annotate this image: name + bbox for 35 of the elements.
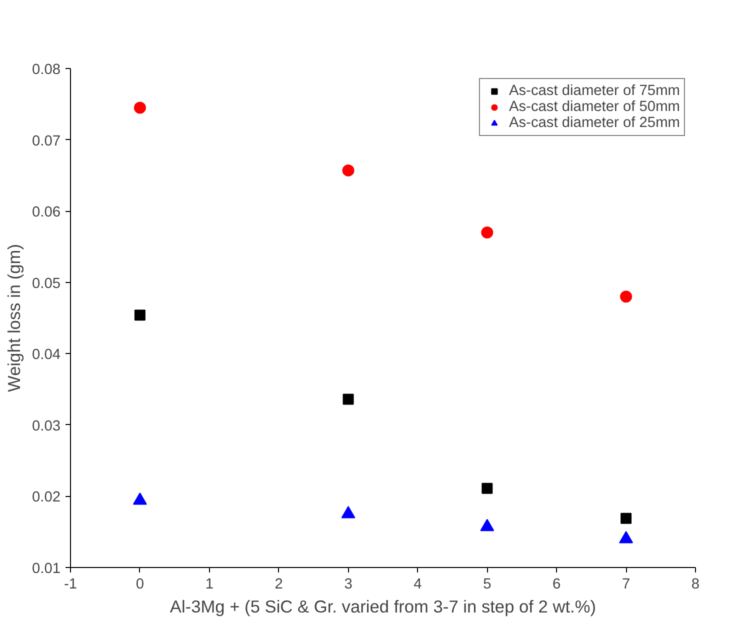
point [619, 530, 634, 544]
point [134, 310, 146, 321]
x-tick-label: 2 [274, 576, 283, 592]
x-tick-label: 1 [205, 576, 214, 592]
x-tick-label: -1 [64, 576, 78, 592]
x-tick-label: 6 [552, 576, 561, 592]
point [620, 512, 632, 524]
legend-label: As-cast diameter of 25mm [508, 115, 680, 131]
point [481, 226, 494, 238]
legend-label: As-cast diameter of 75mm [508, 83, 680, 99]
point [132, 492, 147, 505]
point [480, 518, 494, 532]
x-tick-label: 4 [414, 576, 422, 592]
y-tick-label: 0.07 [32, 133, 61, 150]
y-tick-label: 0.04 [32, 347, 61, 364]
x-axis-title: Al-3Mg + (5 SiC & Gr. varied from 3-7 in step of 2 wt.%) [170, 596, 596, 616]
x-tick-label: 5 [483, 576, 492, 592]
point [482, 482, 493, 494]
y-tick-label: 0.03 [32, 418, 61, 434]
legend-label: As-cast diameter of 50mm [508, 99, 680, 115]
y-axis-title: Weight loss in (gm) [4, 244, 24, 392]
x-tick-label: 0 [136, 576, 144, 592]
x-tick-label: 7 [622, 576, 630, 592]
y-tick-label: 0.01 [32, 561, 61, 577]
point [342, 394, 354, 405]
y-tick-label: 0.02 [32, 490, 61, 506]
x-tick-label: 3 [344, 576, 352, 592]
x-tick-label: 8 [691, 576, 700, 592]
point [341, 506, 356, 518]
y-tick-label: 0.08 [32, 62, 61, 78]
y-tick-label: 0.06 [32, 204, 61, 221]
point [134, 102, 146, 114]
y-tick-label: 0.05 [32, 276, 61, 292]
point [620, 290, 632, 303]
point [342, 164, 354, 176]
